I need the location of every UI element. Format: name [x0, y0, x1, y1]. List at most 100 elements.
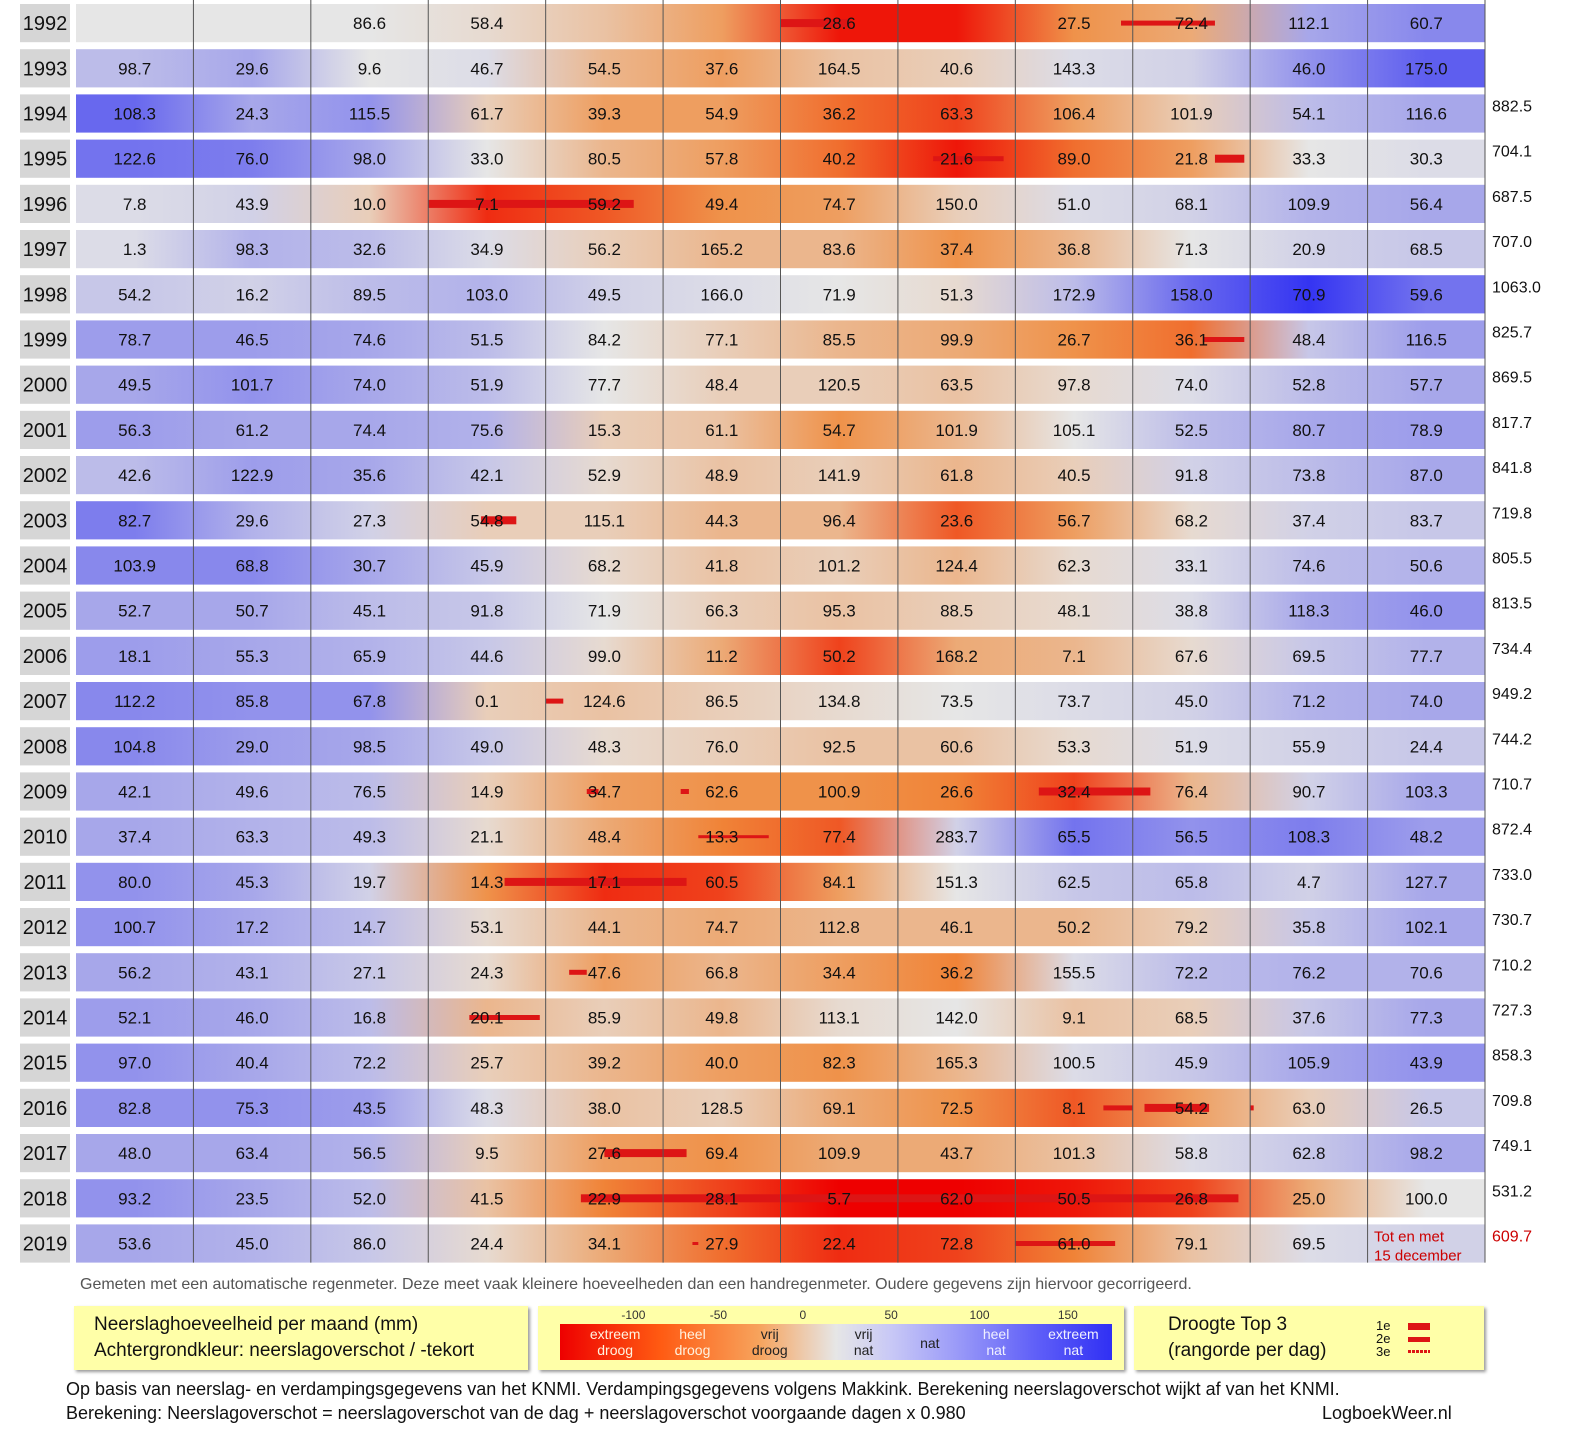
month-value: 44.6 — [470, 647, 503, 666]
month-value: 24.4 — [470, 1235, 503, 1254]
month-value: 122.6 — [113, 150, 156, 169]
scale-tick-label: -100 — [621, 1308, 646, 1322]
month-value: 86.0 — [353, 1235, 386, 1254]
month-value: 36.2 — [940, 963, 973, 982]
month-value: 39.2 — [588, 1054, 621, 1073]
month-value: 61.7 — [470, 105, 503, 124]
drought-top3-legend: Droogte Top 3 (rangorde per dag) 1e 2e 3… — [1134, 1306, 1484, 1370]
annual-total: 817.7 — [1492, 415, 1532, 432]
month-value: 54.7 — [823, 421, 856, 440]
month-value: 88.5 — [940, 602, 973, 621]
month-value: 34.9 — [470, 240, 503, 259]
month-value: 85.8 — [236, 692, 269, 711]
year-label: 1998 — [23, 284, 68, 306]
month-value: 91.8 — [1175, 466, 1208, 485]
month-value: 8.1 — [1062, 1099, 1086, 1118]
month-value: 73.5 — [940, 692, 973, 711]
month-value: 23.6 — [940, 511, 973, 530]
month-value: 54.2 — [118, 285, 151, 304]
month-value: 50.5 — [1057, 1189, 1090, 1208]
month-value: 56.5 — [1175, 828, 1208, 847]
month-value: 165.2 — [701, 240, 744, 259]
month-value: 66.3 — [705, 602, 738, 621]
month-value: 98.7 — [118, 59, 151, 78]
month-value: 21.1 — [470, 828, 503, 847]
scale-class-label: heel droog — [674, 1326, 711, 1358]
month-value: 124.4 — [935, 557, 978, 576]
drought-mark — [698, 835, 769, 839]
month-value: 55.3 — [236, 647, 269, 666]
month-value: 100.7 — [113, 918, 156, 937]
month-value: 0.1 — [475, 692, 499, 711]
year-label: 1995 — [23, 149, 68, 171]
month-value: 115.1 — [584, 511, 625, 530]
month-value: 105.1 — [1053, 421, 1096, 440]
brand-label: LogboekWeer.nl — [1322, 1403, 1452, 1423]
month-value: 45.9 — [1175, 1054, 1208, 1073]
month-value: 41.8 — [705, 557, 738, 576]
month-value: 1.3 — [123, 240, 147, 259]
annual-total: 719.8 — [1492, 505, 1532, 522]
month-value: 4.7 — [1297, 873, 1321, 892]
month-value: 48.3 — [588, 737, 621, 756]
year-label: 1993 — [23, 58, 68, 80]
month-value: 48.9 — [705, 466, 738, 485]
month-value: 23.5 — [236, 1189, 269, 1208]
month-value: 45.0 — [236, 1235, 269, 1254]
month-value: 51.9 — [1175, 737, 1208, 756]
last-row-note: 15 december — [1374, 1247, 1462, 1264]
legend-title-background: Achtergrondkleur: neerslagoverschot / -t… — [94, 1340, 475, 1361]
annual-total: 872.4 — [1492, 822, 1532, 839]
month-value: 68.5 — [1175, 1009, 1208, 1028]
month-value: 53.1 — [470, 918, 503, 937]
month-value: 82.3 — [823, 1054, 856, 1073]
month-value: 61.1 — [705, 421, 738, 440]
month-value: 69.5 — [1292, 647, 1325, 666]
month-value: 49.6 — [236, 783, 269, 802]
month-value: 104.8 — [113, 737, 156, 756]
month-value: 61.8 — [940, 466, 973, 485]
month-value: 48.1 — [1057, 602, 1090, 621]
month-value: 69.5 — [1292, 1235, 1325, 1254]
month-value: 43.1 — [236, 963, 269, 982]
month-value: 72.2 — [353, 1054, 386, 1073]
month-value: 45.9 — [470, 557, 503, 576]
month-value: 77.3 — [1410, 1009, 1443, 1028]
drought-mark — [1144, 1103, 1210, 1112]
month-value: 48.0 — [118, 1144, 151, 1163]
month-value: 29.0 — [236, 737, 269, 756]
month-value: 42.1 — [470, 466, 503, 485]
drought-mark — [545, 698, 564, 704]
month-value: 158.0 — [1170, 285, 1213, 304]
month-value: 113.1 — [819, 1009, 860, 1028]
scale-tick-label: -50 — [709, 1308, 728, 1322]
month-value: 103.3 — [1405, 783, 1448, 802]
year-cell — [20, 817, 70, 856]
month-value: 98.5 — [353, 737, 386, 756]
year-label: 2018 — [23, 1188, 68, 1210]
month-value: 68.5 — [1410, 240, 1443, 259]
month-value: 46.7 — [470, 59, 503, 78]
month-value: 7.1 — [1062, 647, 1086, 666]
month-value: 151.3 — [935, 873, 978, 892]
month-value: 80.5 — [588, 150, 621, 169]
month-value: 54.5 — [588, 59, 621, 78]
month-value: 99.9 — [940, 331, 973, 350]
month-value: 65.8 — [1175, 873, 1208, 892]
rank-3-label: 3e — [1376, 1344, 1391, 1359]
month-value: 46.0 — [236, 1009, 269, 1028]
month-value: 50.7 — [236, 602, 269, 621]
month-value: 62.3 — [1057, 557, 1090, 576]
month-value: 27.9 — [705, 1235, 738, 1254]
precipitation-heatmap: 1992 86.6 58.4 28.6 27.5 72.4 112.1 60.7 1993 98.… — [20, 0, 1541, 1264]
scale-tick-label: 50 — [884, 1308, 898, 1322]
month-value: 115.5 — [349, 105, 390, 124]
month-value: 116.6 — [1406, 105, 1447, 124]
month-value: 95.3 — [823, 602, 856, 621]
month-value: 74.0 — [1410, 692, 1443, 711]
month-value: 100.9 — [818, 783, 861, 802]
year-cell — [20, 49, 70, 88]
month-value: 97.0 — [118, 1054, 151, 1073]
month-value: 56.3 — [118, 421, 151, 440]
year-cell — [20, 1043, 70, 1082]
